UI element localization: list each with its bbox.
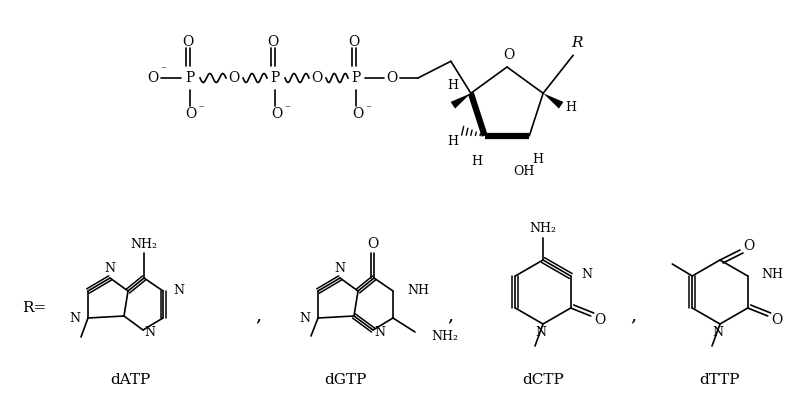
Text: O: O (267, 35, 278, 49)
Text: N: N (334, 263, 346, 276)
Text: P: P (351, 71, 361, 85)
Text: ,: , (255, 306, 261, 324)
Text: dATP: dATP (110, 373, 150, 387)
Text: dTTP: dTTP (700, 373, 740, 387)
Text: O: O (271, 107, 282, 121)
Text: N: N (535, 326, 546, 339)
Polygon shape (543, 93, 563, 108)
Text: H: H (532, 153, 543, 166)
Text: O: O (348, 35, 360, 49)
Text: ⁻: ⁻ (198, 104, 204, 114)
Text: NH: NH (762, 267, 784, 281)
Text: N: N (145, 326, 155, 339)
Text: O: O (594, 313, 606, 327)
Text: ⁻: ⁻ (284, 104, 290, 114)
Text: N: N (105, 263, 115, 276)
Text: O: O (147, 71, 158, 85)
Text: O: O (771, 313, 782, 327)
Text: P: P (186, 71, 194, 85)
Text: NH₂: NH₂ (530, 222, 557, 234)
Text: NH₂: NH₂ (431, 330, 458, 342)
Text: dGTP: dGTP (324, 373, 366, 387)
Text: R: R (571, 36, 583, 50)
Polygon shape (450, 93, 471, 108)
Text: P: P (270, 71, 280, 85)
Text: N: N (69, 312, 80, 324)
Text: O: O (367, 237, 378, 251)
Text: R=: R= (22, 301, 46, 315)
Text: O: O (311, 71, 322, 85)
Text: N: N (299, 312, 310, 324)
Text: H: H (566, 101, 577, 114)
Text: H: H (447, 135, 458, 148)
Text: ⁻: ⁻ (365, 104, 371, 114)
Text: N: N (374, 326, 386, 339)
Text: ,: , (447, 306, 453, 324)
Text: ⁻: ⁻ (160, 65, 166, 75)
Text: O: O (743, 239, 754, 253)
Text: O: O (186, 107, 197, 121)
Text: N: N (173, 285, 184, 297)
Text: O: O (386, 71, 398, 85)
Text: dCTP: dCTP (522, 373, 564, 387)
Text: N: N (582, 267, 593, 281)
Text: H: H (471, 155, 482, 168)
Text: O: O (503, 48, 514, 62)
Text: O: O (352, 107, 364, 121)
Text: NH: NH (407, 285, 429, 297)
Text: O: O (182, 35, 194, 49)
Text: ,: , (630, 306, 636, 324)
Text: N: N (713, 326, 723, 339)
Text: NH₂: NH₂ (130, 238, 158, 250)
Text: O: O (228, 71, 240, 85)
Text: OH: OH (514, 165, 535, 178)
Text: H: H (447, 79, 458, 92)
